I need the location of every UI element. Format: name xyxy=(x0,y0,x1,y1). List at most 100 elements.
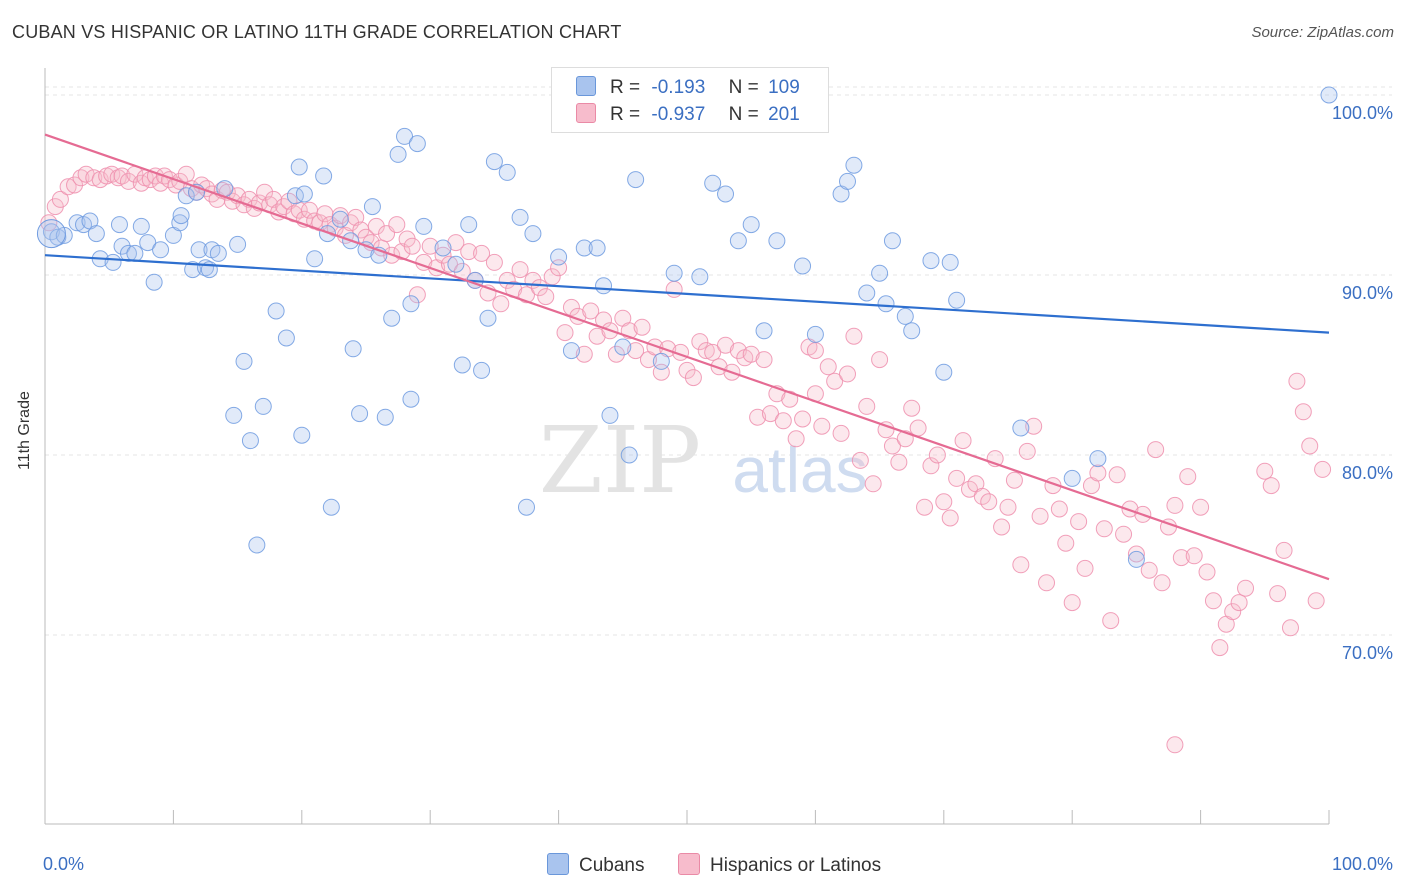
data-point xyxy=(1012,419,1030,437)
data-point xyxy=(575,239,593,257)
data-point xyxy=(980,493,998,511)
data-point xyxy=(877,295,895,313)
data-point xyxy=(704,174,722,192)
data-point xyxy=(742,345,760,363)
data-point xyxy=(49,228,67,246)
data-point xyxy=(1204,592,1222,610)
data-point xyxy=(922,457,940,475)
data-point xyxy=(1230,594,1248,612)
data-point xyxy=(440,255,458,273)
data-point xyxy=(132,217,150,235)
data-point xyxy=(607,345,625,363)
data-point xyxy=(941,509,959,527)
legend-swatch-pink xyxy=(576,103,596,123)
legend-n-value: 201 xyxy=(768,104,800,125)
data-point xyxy=(434,239,452,257)
data-point xyxy=(318,225,336,243)
data-point xyxy=(562,342,580,360)
trend-line-cubans xyxy=(44,254,1330,334)
trend-lines xyxy=(44,133,1330,581)
data-point xyxy=(241,432,259,450)
data-point xyxy=(518,498,535,516)
data-point xyxy=(1057,534,1075,552)
data-point xyxy=(126,244,144,262)
data-point xyxy=(1038,574,1056,592)
data-point xyxy=(839,365,856,383)
data-point xyxy=(993,518,1011,536)
data-point xyxy=(614,338,632,356)
data-point xyxy=(1089,450,1107,468)
data-point xyxy=(787,430,805,448)
legend-n-value: 109 xyxy=(768,77,800,98)
data-point xyxy=(755,322,773,340)
data-point xyxy=(1281,619,1299,637)
data-point xyxy=(1262,477,1280,495)
data-point xyxy=(139,234,157,252)
data-point xyxy=(415,217,433,235)
data-point xyxy=(383,309,401,327)
data-point xyxy=(1256,462,1274,480)
data-point xyxy=(1018,442,1036,460)
data-point xyxy=(935,363,953,381)
data-point xyxy=(1185,547,1203,565)
data-point xyxy=(1172,549,1190,567)
data-point xyxy=(652,352,670,370)
data-point xyxy=(87,225,105,243)
data-point xyxy=(1025,417,1043,435)
data-point xyxy=(403,237,421,255)
data-point xyxy=(1211,639,1229,657)
data-point xyxy=(402,295,420,313)
data-point xyxy=(678,361,696,379)
data-point xyxy=(819,358,837,376)
data-point xyxy=(485,153,503,171)
data-point xyxy=(903,322,921,340)
data-point xyxy=(742,216,760,234)
data-point xyxy=(434,246,452,264)
data-point xyxy=(1012,556,1030,574)
data-point xyxy=(473,244,491,262)
data-point xyxy=(344,340,362,358)
data-point xyxy=(999,498,1017,516)
data-point xyxy=(68,214,86,232)
data-point xyxy=(447,234,465,252)
data-point xyxy=(110,216,128,234)
data-point xyxy=(1237,579,1255,597)
y-tick-label: 80.0% xyxy=(1342,463,1393,483)
series-cubans-points xyxy=(36,86,1338,568)
data-point xyxy=(66,176,84,194)
data-point xyxy=(511,261,529,279)
data-point xyxy=(794,410,812,428)
data-point xyxy=(295,185,313,203)
data-point xyxy=(826,372,844,390)
data-point xyxy=(1147,441,1165,459)
data-point xyxy=(871,351,889,369)
data-point xyxy=(916,498,934,516)
data-point xyxy=(1050,500,1068,518)
data-point xyxy=(190,241,208,259)
data-point xyxy=(697,342,715,360)
data-point xyxy=(774,412,792,430)
bottom-legend-cubans[interactable]: Cubans xyxy=(547,853,645,877)
data-point xyxy=(1127,545,1145,563)
data-point xyxy=(113,237,131,255)
bottom-legend-hispanics[interactable]: Hispanics or Latinos xyxy=(678,853,881,877)
data-point xyxy=(627,342,645,360)
data-point xyxy=(225,406,243,424)
data-point xyxy=(729,342,747,360)
watermark-zip: ZIP xyxy=(539,407,701,514)
data-point xyxy=(665,264,683,282)
data-point xyxy=(1005,471,1023,489)
data-point xyxy=(704,343,722,361)
data-point xyxy=(402,390,420,408)
legend-r-label: R = xyxy=(610,104,641,125)
data-point xyxy=(922,252,940,270)
data-point xyxy=(492,295,510,313)
data-point xyxy=(890,453,908,471)
data-point xyxy=(845,327,863,345)
data-point xyxy=(896,307,914,325)
data-point xyxy=(460,216,478,234)
data-point xyxy=(620,446,638,464)
data-point xyxy=(710,358,728,376)
chart-title: CUBAN VS HISPANIC OR LATINO 11TH GRADE C… xyxy=(12,22,622,42)
data-point xyxy=(1179,468,1197,486)
